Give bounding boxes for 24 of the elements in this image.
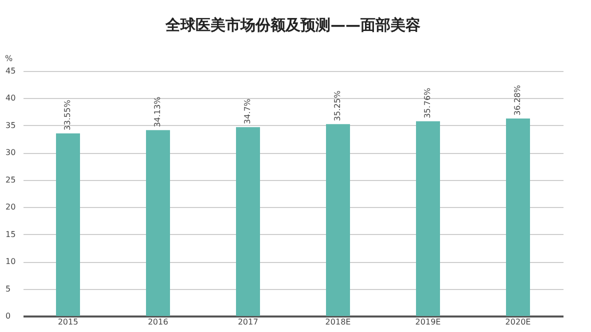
x-tick-label: 2016 [148,318,168,326]
y-tick-label: 5 [6,284,11,294]
data-label: 33.55% [63,99,72,130]
x-tick-label: 2017 [238,318,258,326]
y-tick-label: 40 [6,94,16,103]
y-tick-label: 20 [6,202,16,212]
y-tick-label: 15 [6,230,16,239]
y-tick-label: 30 [6,148,16,158]
y-tick-label: 0 [6,312,11,320]
y-tick-label: 45 [6,66,16,76]
data-label: 34.7% [243,98,252,124]
y-tick-label: 25 [6,175,16,184]
data-label: 36.28% [513,84,522,116]
chart-title: 全球医美市场份额及预测——面部美容 [164,16,420,34]
data-label: 35.25% [333,90,342,122]
x-tick-label: 2020E [505,318,531,326]
x-tick-label: 2019E [415,318,441,326]
y-axis-title: % [5,54,13,63]
data-label: 34.13% [153,96,162,128]
x-tick-label: 2018E [325,318,351,326]
y-tick-label: 35 [6,120,16,130]
x-tick-label: 2015 [58,318,78,326]
y-tick-label: 10 [6,257,16,266]
data-label: 35.76% [423,87,432,118]
